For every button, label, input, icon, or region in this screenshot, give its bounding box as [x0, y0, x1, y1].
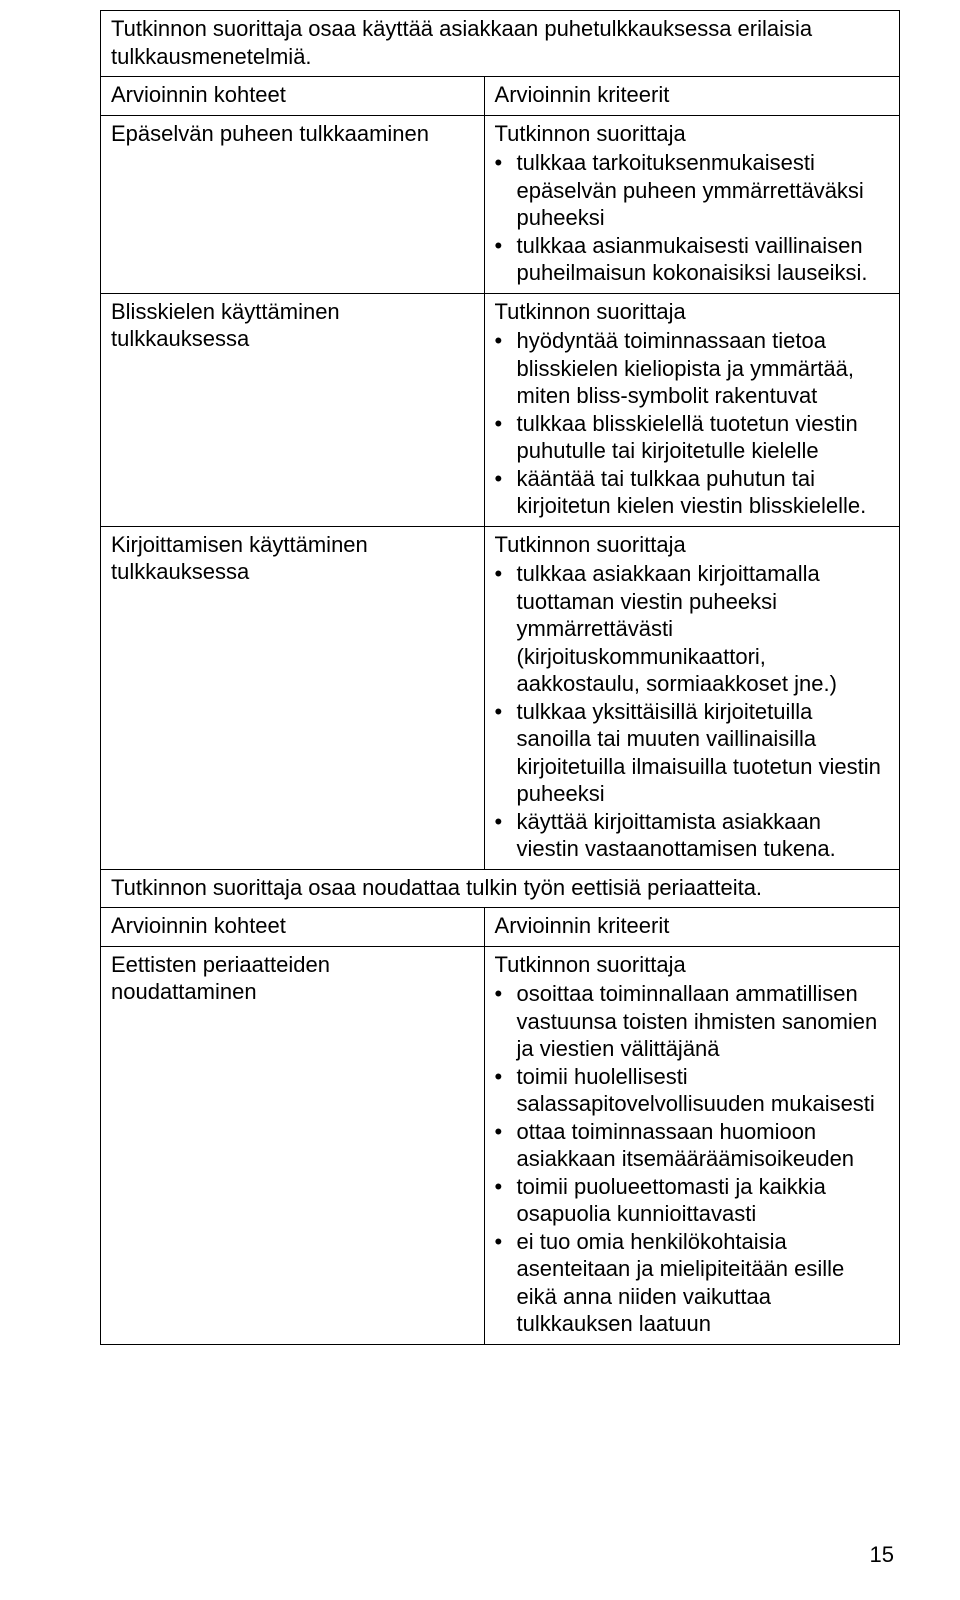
col-header-right: Arvioinnin kriteerit	[484, 77, 899, 116]
table-row: Arvioinnin kohteet Arvioinnin kriteerit	[101, 908, 900, 947]
table-row: Blisskielen käyttäminen tulkkauksessa Tu…	[101, 293, 900, 526]
criteria-item: tulkkaa yksittäisillä kirjoitetuilla san…	[495, 698, 889, 808]
col-header-left: Arvioinnin kohteet	[101, 908, 485, 947]
criteria-table: Tutkinnon suorittaja osaa käyttää asiakk…	[100, 10, 900, 1345]
criteria-intro: Tutkinnon suorittaja	[495, 120, 889, 148]
criteria-list: tulkkaa asiakkaan kirjoittamalla tuottam…	[495, 560, 889, 863]
criteria-item: ottaa toiminnassaan huomioon asiakkaan i…	[495, 1118, 889, 1173]
table-row: Kirjoittamisen käyttäminen tulkkauksessa…	[101, 526, 900, 869]
criteria-item: ei tuo omia henkilökohtaisia asenteitaan…	[495, 1228, 889, 1338]
criteria-cell: Tutkinnon suorittaja hyödyntää toiminnas…	[484, 293, 899, 526]
criteria-item: hyödyntää toiminnassaan tietoa blisskiel…	[495, 327, 889, 410]
criteria-item: käyttää kirjoittamista asiakkaan viestin…	[495, 808, 889, 863]
target-cell: Eettisten periaatteiden noudattaminen	[101, 946, 485, 1344]
table-row: Arvioinnin kohteet Arvioinnin kriteerit	[101, 77, 900, 116]
criteria-item: toimii huolellisesti salassapitovelvolli…	[495, 1063, 889, 1118]
section-heading: Tutkinnon suorittaja osaa noudattaa tulk…	[101, 869, 900, 908]
col-header-right: Arvioinnin kriteerit	[484, 908, 899, 947]
table-row: Tutkinnon suorittaja osaa käyttää asiakk…	[101, 11, 900, 77]
criteria-item: toimii puolueettomasti ja kaikkia osapuo…	[495, 1173, 889, 1228]
target-cell: Epäselvän puheen tulkkaaminen	[101, 115, 485, 293]
criteria-list: tulkkaa tarkoituksenmukaisesti epäselvän…	[495, 149, 889, 287]
criteria-item: kääntää tai tulkkaa puhutun tai kirjoite…	[495, 465, 889, 520]
criteria-cell: Tutkinnon suorittaja tulkkaa asiakkaan k…	[484, 526, 899, 869]
criteria-intro: Tutkinnon suorittaja	[495, 531, 889, 559]
criteria-item: tulkkaa blisskielellä tuotetun viestin p…	[495, 410, 889, 465]
table-row: Epäselvän puheen tulkkaaminen Tutkinnon …	[101, 115, 900, 293]
criteria-list: hyödyntää toiminnassaan tietoa blisskiel…	[495, 327, 889, 520]
section-heading: Tutkinnon suorittaja osaa käyttää asiakk…	[101, 11, 900, 77]
criteria-item: tulkkaa asianmukaisesti vaillinaisen puh…	[495, 232, 889, 287]
page-number: 15	[870, 1542, 894, 1568]
criteria-cell: Tutkinnon suorittaja tulkkaa tarkoitukse…	[484, 115, 899, 293]
criteria-item: tulkkaa asiakkaan kirjoittamalla tuottam…	[495, 560, 889, 698]
criteria-intro: Tutkinnon suorittaja	[495, 298, 889, 326]
criteria-cell: Tutkinnon suorittaja osoittaa toiminnall…	[484, 946, 899, 1344]
criteria-item: osoittaa toiminnallaan ammatillisen vast…	[495, 980, 889, 1063]
criteria-item: tulkkaa tarkoituksenmukaisesti epäselvän…	[495, 149, 889, 232]
table-row: Eettisten periaatteiden noudattaminen Tu…	[101, 946, 900, 1344]
table-row: Tutkinnon suorittaja osaa noudattaa tulk…	[101, 869, 900, 908]
col-header-left: Arvioinnin kohteet	[101, 77, 485, 116]
page: Tutkinnon suorittaja osaa käyttää asiakk…	[0, 0, 960, 1600]
criteria-intro: Tutkinnon suorittaja	[495, 951, 889, 979]
target-cell: Blisskielen käyttäminen tulkkauksessa	[101, 293, 485, 526]
criteria-list: osoittaa toiminnallaan ammatillisen vast…	[495, 980, 889, 1338]
target-cell: Kirjoittamisen käyttäminen tulkkauksessa	[101, 526, 485, 869]
